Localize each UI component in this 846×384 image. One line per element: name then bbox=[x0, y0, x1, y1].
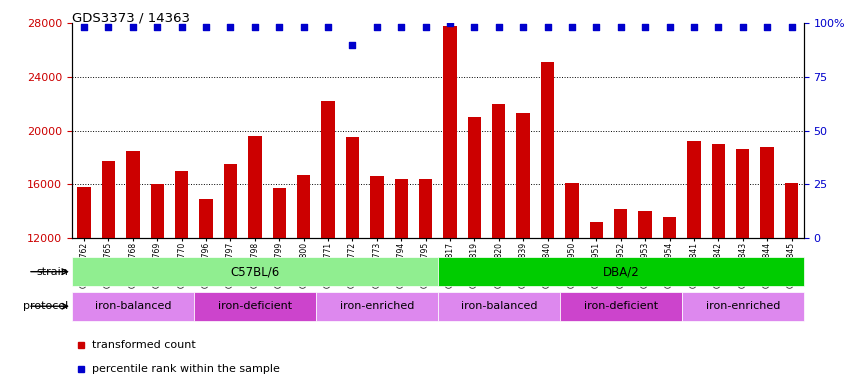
Point bbox=[346, 41, 360, 48]
Bar bbox=[541, 62, 554, 238]
Point bbox=[736, 24, 750, 30]
Point bbox=[761, 24, 774, 30]
Point bbox=[394, 24, 408, 30]
Bar bbox=[438, 257, 804, 286]
Text: iron-deficient: iron-deficient bbox=[217, 301, 292, 311]
Point bbox=[639, 24, 652, 30]
Point bbox=[102, 24, 115, 30]
Bar bbox=[590, 222, 603, 238]
Bar bbox=[516, 113, 530, 238]
Point bbox=[77, 24, 91, 30]
Text: iron-deficient: iron-deficient bbox=[584, 301, 658, 311]
Bar bbox=[761, 147, 774, 238]
Text: C57BL/6: C57BL/6 bbox=[230, 265, 279, 278]
Bar bbox=[639, 211, 652, 238]
Point bbox=[614, 24, 628, 30]
Bar bbox=[492, 104, 506, 238]
Bar bbox=[785, 183, 799, 238]
Text: transformed count: transformed count bbox=[92, 340, 196, 350]
Bar bbox=[468, 117, 481, 238]
Bar bbox=[736, 149, 750, 238]
Bar bbox=[370, 176, 383, 238]
Text: GDS3373 / 14363: GDS3373 / 14363 bbox=[72, 12, 190, 25]
Bar bbox=[194, 292, 316, 321]
Bar bbox=[565, 183, 579, 238]
Bar bbox=[682, 292, 804, 321]
Bar bbox=[77, 187, 91, 238]
Bar bbox=[248, 136, 261, 238]
Text: iron-enriched: iron-enriched bbox=[339, 301, 414, 311]
Point bbox=[200, 24, 213, 30]
Bar bbox=[297, 175, 310, 238]
Bar bbox=[102, 161, 115, 238]
Point bbox=[151, 24, 164, 30]
Text: iron-enriched: iron-enriched bbox=[706, 301, 780, 311]
Bar bbox=[272, 188, 286, 238]
Text: iron-balanced: iron-balanced bbox=[95, 301, 171, 311]
Text: strain: strain bbox=[36, 266, 69, 277]
Bar bbox=[126, 151, 140, 238]
Point bbox=[297, 24, 310, 30]
Bar bbox=[316, 292, 438, 321]
Point bbox=[711, 24, 725, 30]
Point bbox=[662, 24, 676, 30]
Point bbox=[248, 24, 261, 30]
Bar bbox=[72, 257, 438, 286]
Bar bbox=[443, 26, 457, 238]
Bar bbox=[419, 179, 432, 238]
Point bbox=[370, 24, 383, 30]
Point bbox=[443, 20, 457, 26]
Point bbox=[516, 24, 530, 30]
Text: protocol: protocol bbox=[23, 301, 69, 311]
Bar bbox=[223, 164, 237, 238]
Point bbox=[785, 24, 799, 30]
Bar bbox=[711, 144, 725, 238]
Bar bbox=[151, 184, 164, 238]
Text: DBA/2: DBA/2 bbox=[602, 265, 639, 278]
Point bbox=[565, 24, 579, 30]
Point bbox=[541, 24, 554, 30]
Bar bbox=[72, 292, 194, 321]
Point bbox=[175, 24, 189, 30]
Bar bbox=[346, 137, 360, 238]
Point bbox=[223, 24, 237, 30]
Point bbox=[321, 24, 335, 30]
Bar bbox=[200, 199, 213, 238]
Bar bbox=[560, 292, 682, 321]
Text: iron-balanced: iron-balanced bbox=[460, 301, 537, 311]
Point bbox=[468, 24, 481, 30]
Bar bbox=[614, 209, 628, 238]
Bar bbox=[394, 179, 408, 238]
Bar bbox=[662, 217, 676, 238]
Point bbox=[272, 24, 286, 30]
Point bbox=[492, 24, 506, 30]
Bar bbox=[687, 141, 700, 238]
Bar bbox=[175, 171, 189, 238]
Bar bbox=[438, 292, 560, 321]
Point bbox=[590, 24, 603, 30]
Text: percentile rank within the sample: percentile rank within the sample bbox=[92, 364, 280, 374]
Point bbox=[126, 24, 140, 30]
Point bbox=[687, 24, 700, 30]
Point bbox=[419, 24, 432, 30]
Bar bbox=[321, 101, 335, 238]
